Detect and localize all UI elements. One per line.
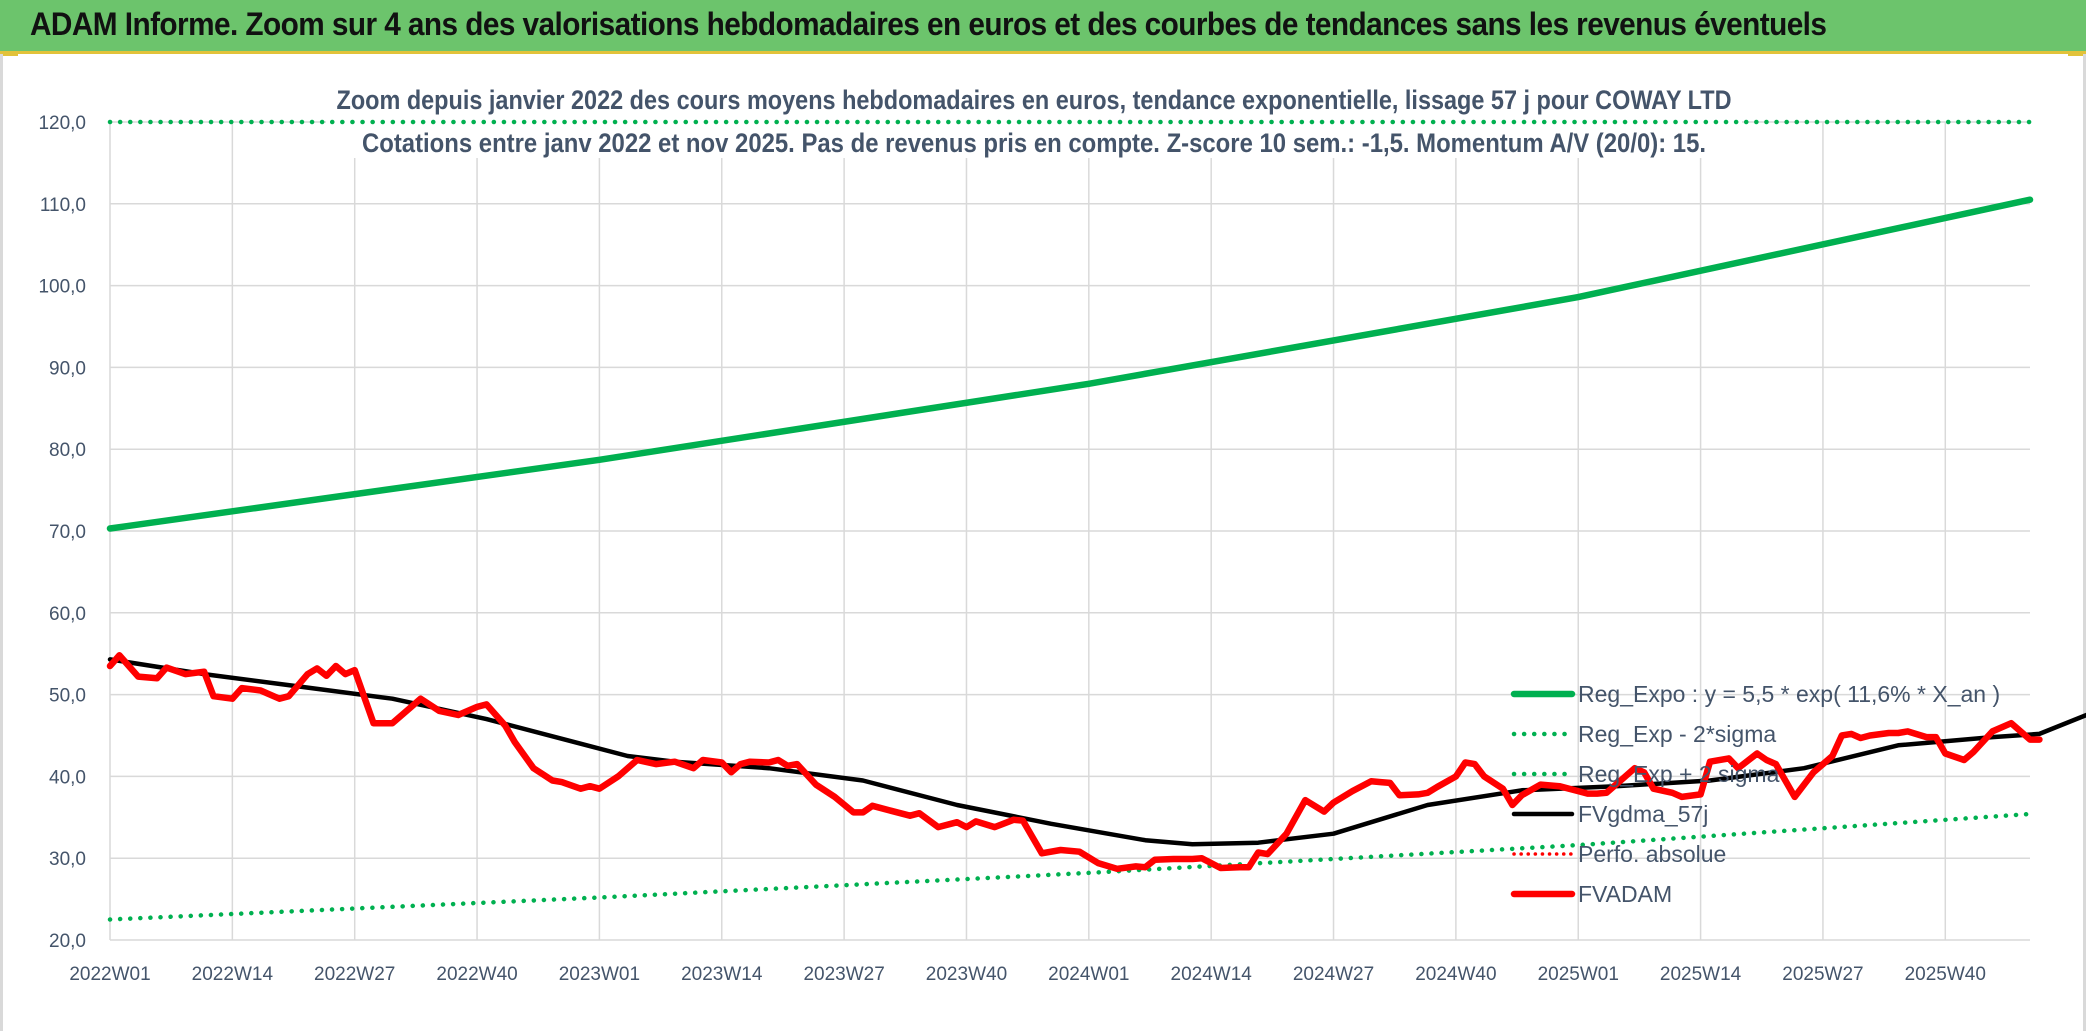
y-tick-label: 100,0 — [38, 277, 86, 298]
x-tick-label: 2024W27 — [1293, 964, 1374, 985]
y-tick-label: 30,0 — [49, 849, 86, 870]
x-tick-label: 2023W14 — [681, 964, 763, 985]
x-tick-label: 2025W14 — [1660, 964, 1742, 985]
series-reg-exp-2-sigma — [107, 811, 2033, 922]
y-tick-label: 40,0 — [49, 767, 86, 788]
header-bar: ADAM Informe. Zoom sur 4 ans des valoris… — [0, 0, 2086, 54]
title-background — [326, 76, 1742, 158]
x-tick-label: 2024W01 — [1048, 964, 1129, 985]
legend-label: FVgdma_57j — [1578, 801, 1708, 827]
report-title: ADAM Informe. Zoom sur 4 ans des valoris… — [30, 6, 1827, 42]
x-axis-ticks: 2022W01 2022W14 2022W27 2022W40 2023W01 2023W… — [69, 964, 1986, 985]
x-tick-label: 2025W27 — [1782, 964, 1863, 985]
x-tick-label: 2024W40 — [1415, 964, 1496, 985]
y-tick-label: 70,0 — [49, 522, 86, 543]
x-tick-label: 2022W01 — [69, 964, 150, 985]
y-tick-label: 110,0 — [40, 195, 86, 216]
x-tick-label: 2023W01 — [559, 964, 640, 985]
legend: Reg_Expo : y = 5,5 * exp( 11,6% * X_an )… — [1510, 681, 2000, 907]
x-tick-label: 2024W14 — [1171, 964, 1253, 985]
y-tick-label: 20,0 — [49, 931, 86, 952]
series-fvgdma-57j — [107, 657, 2086, 847]
series-lines — [106, 119, 2086, 922]
legend-label: Perfo. absolue — [1578, 841, 1726, 867]
header-accent-left — [0, 52, 18, 56]
x-tick-label: 2023W40 — [926, 964, 1007, 985]
x-tick-label: 2025W01 — [1538, 964, 1619, 985]
chart-title-line2: Cotations entre janv 2022 et nov 2025. P… — [362, 128, 1706, 158]
x-tick-label: 2022W14 — [192, 964, 274, 985]
chart-title-line1: Zoom depuis janvier 2022 des cours moyen… — [337, 85, 1732, 115]
chart-frame — [0, 54, 2086, 1031]
header-accent-right — [2068, 52, 2086, 56]
y-tick-label: 50,0 — [49, 686, 86, 707]
legend-label: FVADAM — [1578, 881, 1672, 907]
x-tick-label: 2023W27 — [803, 964, 884, 985]
series-reg-expo-y-5-5-exp-11-6-x-an — [106, 196, 2034, 532]
x-tick-label: 2022W40 — [436, 964, 517, 985]
y-tick-label: 90,0 — [49, 358, 86, 379]
y-tick-label: 60,0 — [49, 604, 86, 625]
y-tick-label: 120,0 — [38, 113, 86, 134]
legend-label: Reg_Exp + 2 sigma — [1578, 761, 1780, 787]
legend-label: Reg_Expo : y = 5,5 * exp( 11,6% * X_an ) — [1578, 681, 2000, 707]
x-tick-label: 2025W40 — [1905, 964, 1986, 985]
series-fvadam — [106, 652, 2043, 873]
y-tick-label: 80,0 — [49, 440, 86, 461]
gridlines — [109, 121, 2030, 941]
legend-label: Reg_Exp - 2*sigma — [1578, 721, 1776, 747]
x-tick-label: 2022W27 — [314, 964, 395, 985]
y-axis-ticks: 20,0 30,0 40,0 50,0 60,0 70,0 80,0 90,0 100,0 110… — [38, 113, 86, 952]
